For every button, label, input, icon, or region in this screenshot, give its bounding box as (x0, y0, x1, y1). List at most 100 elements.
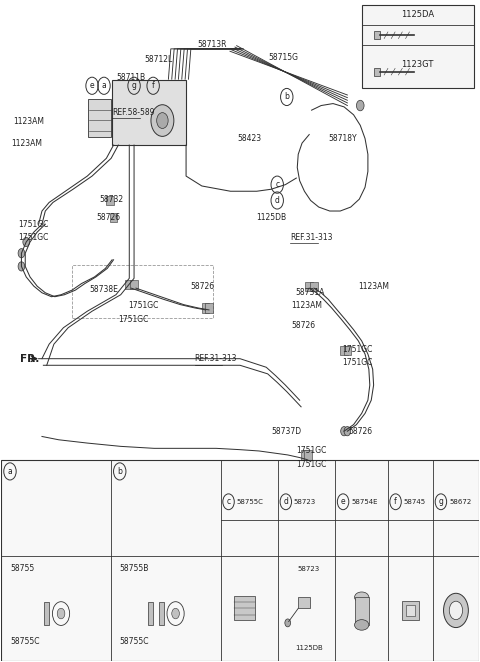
Text: 1751GC: 1751GC (343, 358, 373, 367)
Bar (305, 281, 313, 291)
Text: 58731A: 58731A (295, 288, 324, 297)
Bar (300, 450, 308, 459)
Text: 1125DA: 1125DA (401, 10, 434, 19)
Text: 1751GC: 1751GC (18, 220, 48, 228)
Text: 58672: 58672 (449, 498, 471, 504)
Text: 58711B: 58711B (116, 73, 145, 81)
Bar (344, 346, 351, 355)
Bar (107, 196, 114, 205)
Bar (373, 31, 380, 39)
Text: REF.58-589: REF.58-589 (112, 108, 155, 117)
Bar (148, 602, 153, 626)
Text: c: c (227, 497, 230, 506)
Bar (340, 346, 348, 355)
Text: a: a (8, 467, 12, 476)
Bar (88, 99, 111, 137)
Circle shape (341, 426, 348, 436)
Circle shape (18, 249, 25, 258)
Text: 58755B: 58755B (120, 564, 149, 573)
Text: REF.31-313: REF.31-313 (290, 233, 333, 242)
Text: 58423: 58423 (238, 134, 262, 143)
Text: 1123AM: 1123AM (291, 301, 323, 310)
Text: 58745: 58745 (404, 498, 426, 504)
Text: 58732: 58732 (99, 195, 123, 204)
Text: 58726: 58726 (97, 213, 121, 222)
Ellipse shape (355, 620, 369, 630)
Text: 1751GC: 1751GC (296, 459, 327, 469)
Text: 58723: 58723 (294, 498, 316, 504)
Bar (112, 81, 186, 145)
Text: 58755: 58755 (10, 564, 34, 573)
Bar (298, 596, 310, 608)
Text: 1751GC: 1751GC (18, 233, 48, 242)
Bar (355, 597, 369, 625)
Text: b: b (117, 467, 122, 476)
Text: g: g (132, 81, 136, 90)
Circle shape (172, 608, 180, 619)
Text: d: d (275, 196, 280, 205)
Circle shape (344, 426, 351, 436)
Text: b: b (284, 93, 289, 101)
Text: 58723: 58723 (297, 565, 320, 571)
Text: 58738E: 58738E (90, 285, 119, 294)
Bar (125, 280, 133, 289)
Text: 58726: 58726 (349, 427, 373, 436)
Bar (1, 459, 479, 661)
Text: f: f (152, 81, 155, 90)
Circle shape (23, 238, 30, 247)
Ellipse shape (355, 592, 369, 602)
Text: c: c (275, 180, 279, 189)
Bar (406, 605, 415, 616)
Text: 58726: 58726 (291, 321, 316, 330)
Text: 58713R: 58713R (197, 40, 227, 49)
Text: e: e (341, 497, 346, 506)
Text: 58754E: 58754E (351, 498, 378, 504)
Text: g: g (438, 497, 444, 506)
Bar (310, 281, 318, 291)
Text: 58755C: 58755C (10, 638, 39, 646)
Text: 58712L: 58712L (144, 55, 173, 64)
Text: 1751GC: 1751GC (128, 301, 158, 310)
Bar (234, 596, 255, 620)
Text: 1123AM: 1123AM (11, 138, 42, 148)
Bar (130, 280, 138, 289)
Text: 1123GT: 1123GT (402, 60, 434, 70)
Bar (402, 601, 419, 620)
Text: 58755C: 58755C (120, 638, 149, 646)
Bar (202, 303, 209, 312)
Circle shape (151, 105, 174, 136)
Circle shape (285, 619, 290, 627)
Bar (72, 265, 213, 318)
Bar (205, 303, 213, 312)
Circle shape (444, 593, 468, 628)
Text: 1751GC: 1751GC (343, 345, 373, 354)
Text: 58755C: 58755C (237, 498, 264, 504)
Bar (304, 450, 312, 459)
Circle shape (449, 601, 463, 620)
Text: REF.31-313: REF.31-313 (195, 354, 237, 363)
Circle shape (18, 261, 25, 271)
Circle shape (57, 608, 65, 619)
Text: 58726: 58726 (190, 281, 214, 291)
Circle shape (357, 100, 364, 111)
Text: 1125DB: 1125DB (295, 645, 323, 651)
Text: 1751GC: 1751GC (118, 314, 149, 324)
Text: 58715G: 58715G (269, 53, 299, 62)
Text: 1123AM: 1123AM (13, 117, 44, 126)
Bar (110, 213, 117, 222)
Bar (373, 68, 380, 75)
Text: a: a (102, 81, 107, 90)
Text: d: d (283, 497, 288, 506)
Text: e: e (90, 81, 95, 90)
Text: FR.: FR. (21, 354, 40, 363)
Text: 1123AM: 1123AM (359, 281, 389, 291)
Bar (362, 5, 474, 89)
Text: 58718Y: 58718Y (328, 134, 357, 143)
Bar (159, 602, 164, 626)
Bar (44, 602, 49, 626)
Text: 58737D: 58737D (271, 427, 301, 436)
Text: 1751GC: 1751GC (296, 446, 327, 455)
Circle shape (156, 113, 168, 128)
Text: 1125DB: 1125DB (257, 213, 287, 222)
Text: f: f (394, 497, 397, 506)
